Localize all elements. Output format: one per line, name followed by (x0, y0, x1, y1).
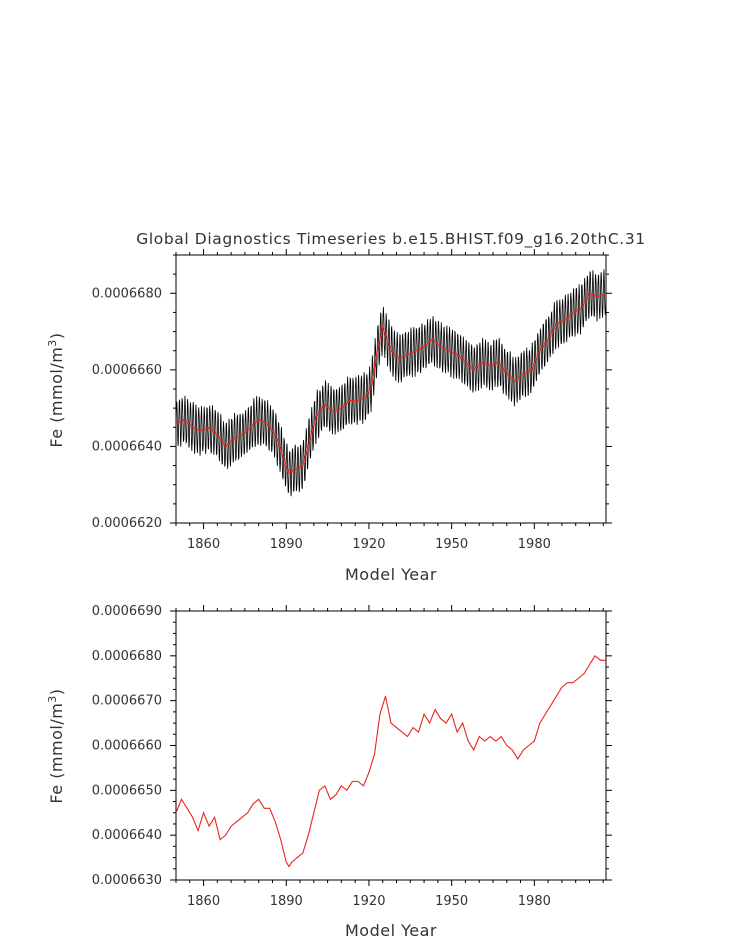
plot-area (175, 610, 607, 881)
y-tick-label: 0.0006660 (92, 363, 162, 378)
y-axis-title: Fe (mmol/m3) (46, 332, 66, 447)
x-tick-label: 1860 (187, 537, 220, 552)
y-axis-title-main: Fe (mmol/m (47, 347, 66, 448)
plot-area (175, 254, 607, 524)
y-tick-label: 0.0006660 (92, 739, 162, 754)
x-tick-label: 1890 (270, 894, 303, 909)
series-lines (175, 269, 607, 497)
y-axis-title-sup: 3 (46, 339, 59, 347)
y-tick-label: 0.0006680 (92, 286, 162, 301)
plot-frame (175, 254, 607, 524)
y-axis-title: Fe (mmol/m3) (46, 688, 66, 803)
y-axis-title-main: Fe (mmol/m (47, 703, 66, 804)
timeseries-chart-monthly: Global Diagnostics Timeseries b.e15.BHIS… (46, 230, 646, 584)
y-axis-title-close: ) (47, 688, 66, 695)
y-tick-label: 0.0006680 (92, 649, 162, 664)
y-tick-label: 0.0006640 (92, 439, 162, 454)
x-tick-label: 1980 (518, 894, 551, 909)
plot-frame (175, 610, 607, 881)
y-axis-ticks: 0.0006630 0.0006640 0.0006650 0.0006660 0.00… (92, 604, 612, 888)
series-lines (175, 655, 606, 868)
y-axis-title-close: ) (47, 332, 66, 339)
y-tick-label: 0.0006690 (92, 604, 162, 619)
x-tick-label: 1890 (270, 537, 303, 552)
annual-mean-series-line (175, 655, 606, 868)
x-tick-label: 1920 (352, 894, 385, 909)
timeseries-chart-annual: 1860 1890 1920 1950 1980 0.00066300.00066400… (46, 604, 612, 940)
x-axis-title: Model Year (345, 921, 437, 940)
y-tick-label: 0.0006630 (92, 873, 162, 888)
x-tick-label: 1980 (518, 537, 551, 552)
x-axis-title: Model Year (345, 565, 437, 584)
monthly-series-line (175, 269, 607, 497)
x-tick-label: 1860 (187, 894, 220, 909)
y-tick-label: 0.0006640 (92, 828, 162, 843)
x-tick-label: 1950 (435, 537, 468, 552)
x-axis-ticks: 1860 1890 1920 1950 1980 (175, 605, 604, 909)
chart-title: Global Diagnostics Timeseries b.e15.BHIS… (136, 230, 646, 249)
annual-mean-series-line (175, 292, 607, 475)
y-axis-title-sup: 3 (46, 695, 59, 703)
y-tick-label: 0.0006670 (92, 694, 162, 709)
y-axis-ticks: 0.0006620 0.0006640 0.0006660 0.0006680 (92, 254, 612, 531)
x-axis-ticks: 1860 1890 1920 1950 1980 (175, 249, 604, 552)
x-tick-label: 1950 (435, 894, 468, 909)
x-tick-label: 1920 (352, 537, 385, 552)
y-tick-label: 0.0006650 (92, 783, 162, 798)
y-tick-label: 0.0006620 (92, 516, 162, 531)
